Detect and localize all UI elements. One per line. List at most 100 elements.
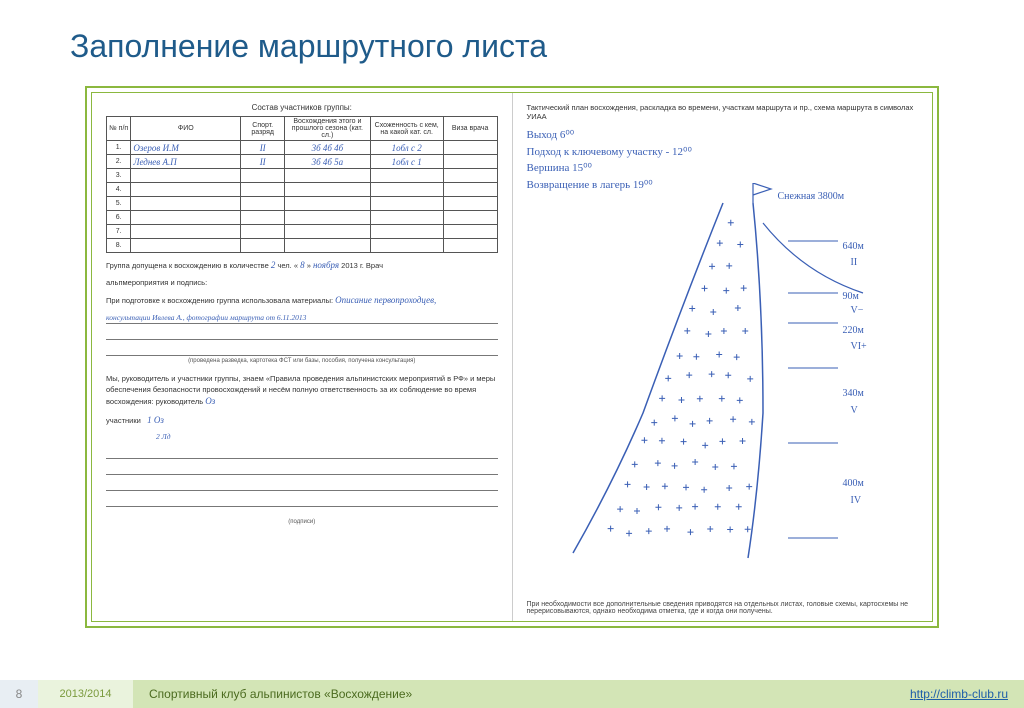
table-row: 8. bbox=[107, 239, 498, 253]
table-row: 3. bbox=[107, 169, 498, 183]
blank-line bbox=[106, 479, 498, 491]
blank-line bbox=[106, 495, 498, 507]
col-fio: ФИО bbox=[131, 117, 241, 141]
route-sketch: Снежная 3800м 640м II 90м V− 220м VI+ 34… bbox=[553, 183, 913, 563]
members-label: участники bbox=[106, 416, 141, 425]
cell-fio bbox=[131, 239, 241, 253]
cell-rank bbox=[241, 239, 285, 253]
cell-rank bbox=[241, 169, 285, 183]
cell-n: 5. bbox=[107, 197, 131, 211]
plan-note: Вершина 15⁰⁰ bbox=[527, 160, 919, 177]
cell-fio bbox=[131, 169, 241, 183]
page-number: 8 bbox=[0, 680, 38, 708]
sign-leader: Оз bbox=[205, 396, 215, 406]
cell-asc: 3б 4б 4б bbox=[285, 141, 370, 155]
cell-n: 1. bbox=[107, 141, 131, 155]
prep-caption: (проведена разведка, картотека ФСТ или б… bbox=[106, 358, 498, 364]
plan-note: Выход 6⁰⁰ bbox=[527, 127, 919, 144]
page-title: Заполнение маршрутного листа bbox=[70, 28, 547, 65]
col-num: № п/п bbox=[107, 117, 131, 141]
cell-n: 6. bbox=[107, 211, 131, 225]
blank-line bbox=[106, 328, 498, 340]
cell-sch bbox=[370, 197, 443, 211]
content-inner: Состав участников группы: № п/п ФИО Спор… bbox=[91, 92, 933, 622]
cell-n: 8. bbox=[107, 239, 131, 253]
cell-fio: Леднев А.П bbox=[131, 155, 241, 169]
cell-asc bbox=[285, 183, 370, 197]
cell-visa bbox=[443, 141, 497, 155]
cell-visa bbox=[443, 155, 497, 169]
seg-len: 220м bbox=[843, 325, 864, 336]
admit-count: 2 bbox=[271, 260, 276, 270]
cell-sch: 1обл с 1 bbox=[370, 155, 443, 169]
seg-len: 640м bbox=[843, 241, 864, 252]
cell-fio bbox=[131, 183, 241, 197]
resp-text: Мы, руководитель и участники группы, зна… bbox=[106, 374, 495, 406]
seg-grade: II bbox=[851, 257, 858, 268]
plan-footer: При необходимости все дополнительные све… bbox=[527, 601, 919, 615]
admit-line: Группа допущена к восхождению в количест… bbox=[106, 259, 498, 272]
cell-visa bbox=[443, 239, 497, 253]
sign-m2: 2 Лд bbox=[106, 432, 498, 443]
admit-month: ноября bbox=[313, 260, 339, 270]
cell-rank bbox=[241, 211, 285, 225]
roster-caption: Состав участников группы: bbox=[106, 103, 498, 112]
col-visa: Виза врача bbox=[443, 117, 497, 141]
prep-hand1: Описание первопроходцев, bbox=[335, 295, 436, 305]
cell-visa bbox=[443, 225, 497, 239]
cell-rank bbox=[241, 183, 285, 197]
cell-rank: II bbox=[241, 141, 285, 155]
table-row: 7. bbox=[107, 225, 498, 239]
seg-len: 340м bbox=[843, 388, 864, 399]
footer-year: 2013/2014 bbox=[38, 680, 133, 708]
cell-sch bbox=[370, 225, 443, 239]
cell-visa bbox=[443, 197, 497, 211]
cell-n: 3. bbox=[107, 169, 131, 183]
admit-day: 8 bbox=[300, 260, 305, 270]
cell-asc bbox=[285, 211, 370, 225]
cell-visa bbox=[443, 183, 497, 197]
cell-asc bbox=[285, 169, 370, 183]
footer-bar: 8 2013/2014 Спортивный клуб альпинистов … bbox=[0, 680, 1024, 708]
cell-rank bbox=[241, 197, 285, 211]
responsibility-text: Мы, руководитель и участники группы, зна… bbox=[106, 374, 498, 408]
podpis-caption: (подписи) bbox=[106, 519, 498, 525]
blank-line bbox=[106, 447, 498, 459]
cell-asc: 3б 4б 5а bbox=[285, 155, 370, 169]
prep-hand2: консультации Ивлева А., фотографии маршр… bbox=[106, 313, 498, 325]
cell-rank bbox=[241, 225, 285, 239]
plan-note: Подход к ключевому участку - 12⁰⁰ bbox=[527, 144, 919, 161]
cell-sch bbox=[370, 239, 443, 253]
admit-year: 2013 г. Врач bbox=[341, 261, 383, 270]
cell-asc bbox=[285, 225, 370, 239]
seg-len: 400м bbox=[843, 478, 864, 489]
cell-n: 7. bbox=[107, 225, 131, 239]
seg-grade: VI+ bbox=[851, 341, 867, 352]
admit-mid2: » bbox=[307, 261, 311, 270]
cell-visa bbox=[443, 211, 497, 225]
footer-link-wrap: http://climb-club.ru bbox=[824, 680, 1024, 708]
footer-link[interactable]: http://climb-club.ru bbox=[910, 687, 1008, 701]
cell-sch bbox=[370, 169, 443, 183]
cell-sch bbox=[370, 211, 443, 225]
peak-label: Снежная 3800м bbox=[778, 191, 845, 202]
seg-grade: IV bbox=[851, 495, 862, 506]
cell-rank: II bbox=[241, 155, 285, 169]
prep-line: При подготовке к восхождению группа испо… bbox=[106, 294, 498, 307]
form-left-page: Состав участников группы: № п/п ФИО Спор… bbox=[92, 93, 513, 621]
admit-mid: чел. « bbox=[277, 261, 298, 270]
blank-line bbox=[106, 463, 498, 475]
plan-right-page: Тактический план восхождения, раскладка … bbox=[513, 93, 933, 621]
blank-line bbox=[106, 344, 498, 356]
cell-fio bbox=[131, 211, 241, 225]
table-row: 6. bbox=[107, 211, 498, 225]
cell-n: 4. bbox=[107, 183, 131, 197]
cell-asc bbox=[285, 239, 370, 253]
cell-fio: Озеров И.М bbox=[131, 141, 241, 155]
col-asc: Восхождения этого и прошлого сезона (кат… bbox=[285, 117, 370, 141]
col-sch: Схоженность с кем, на какой кат. сл. bbox=[370, 117, 443, 141]
admit-pre: Группа допущена к восхождению в количест… bbox=[106, 261, 269, 270]
table-row: 5. bbox=[107, 197, 498, 211]
content-frame: Состав участников группы: № п/п ФИО Спор… bbox=[85, 86, 939, 628]
sketch-svg bbox=[553, 183, 913, 563]
